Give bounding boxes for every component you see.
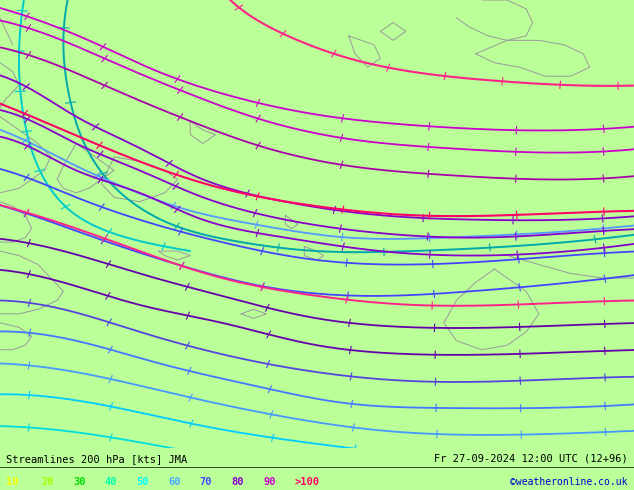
Text: ©weatheronline.co.uk: ©weatheronline.co.uk	[510, 477, 628, 487]
Text: 30: 30	[73, 477, 86, 487]
Text: 20: 20	[41, 477, 54, 487]
Text: 50: 50	[136, 477, 149, 487]
Text: 40: 40	[105, 477, 117, 487]
Text: >100: >100	[295, 477, 320, 487]
Text: Fr 27-09-2024 12:00 UTC (12+96): Fr 27-09-2024 12:00 UTC (12+96)	[434, 454, 628, 464]
Text: 90: 90	[263, 477, 276, 487]
Text: Streamlines 200 hPa [kts] JMA: Streamlines 200 hPa [kts] JMA	[6, 454, 188, 464]
Text: 70: 70	[200, 477, 212, 487]
Text: 60: 60	[168, 477, 181, 487]
Text: 10: 10	[6, 477, 19, 487]
Text: 80: 80	[231, 477, 244, 487]
